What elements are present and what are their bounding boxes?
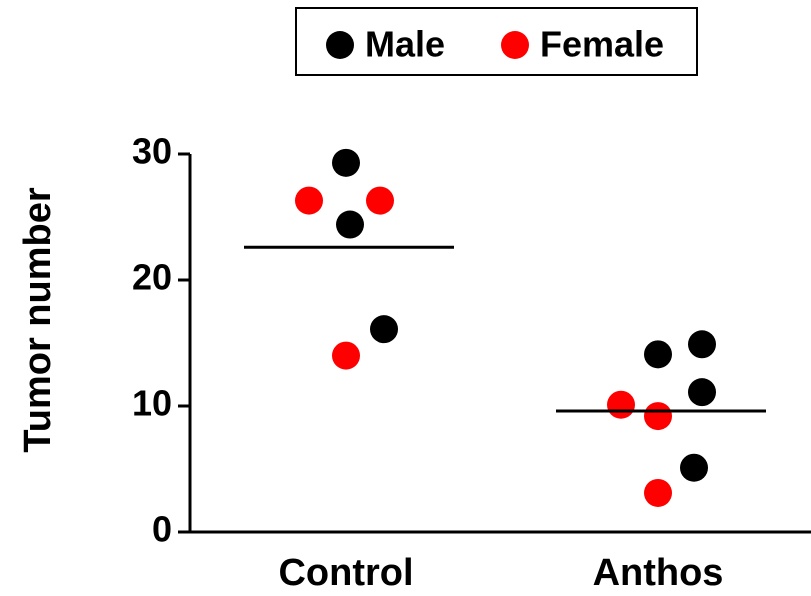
x-tick-label: Control — [278, 552, 413, 594]
data-point — [644, 478, 672, 507]
data-point — [688, 378, 716, 407]
data-point — [295, 186, 323, 215]
y-tick-label: 10 — [132, 383, 172, 424]
data-point — [607, 390, 635, 419]
legend-label: Male — [365, 24, 445, 65]
y-tick-label: 30 — [132, 131, 172, 172]
y-axis-label: Tumor number — [17, 187, 59, 453]
legend-box — [295, 7, 698, 76]
legend-marker — [501, 31, 529, 59]
y-tick-label: 0 — [152, 509, 172, 550]
data-point — [332, 148, 360, 177]
data-point — [336, 210, 364, 239]
y-tick-label: 20 — [132, 257, 172, 298]
x-tick-label: Anthos — [593, 552, 724, 594]
legend-label: Female — [540, 24, 664, 65]
data-point — [366, 186, 394, 215]
data-point — [644, 340, 672, 369]
data-point — [644, 402, 672, 431]
data-point — [370, 315, 398, 344]
legend-marker — [326, 31, 354, 59]
data-point — [680, 453, 708, 482]
data-point — [332, 341, 360, 370]
data-point — [688, 330, 716, 359]
